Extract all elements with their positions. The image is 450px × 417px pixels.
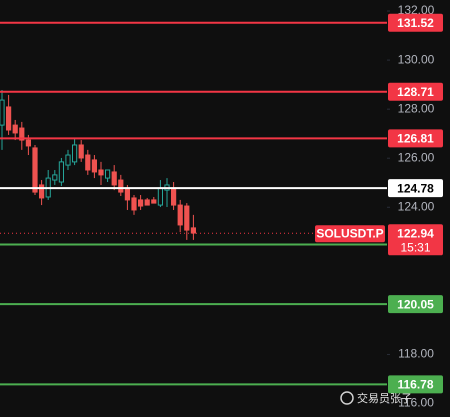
y-tick-label: 132.00 <box>398 3 435 17</box>
candle-body <box>105 169 111 179</box>
candle-body <box>98 169 104 176</box>
candle-body <box>151 199 157 204</box>
price-label-box <box>388 129 443 148</box>
watermark: 交易员张子 <box>357 391 412 405</box>
price-label: 131.52 <box>397 16 434 30</box>
price-label-box <box>388 13 443 32</box>
candle-body <box>19 127 25 141</box>
candle-body <box>138 199 144 207</box>
candle-body <box>85 154 91 171</box>
price-label: 128.71 <box>397 85 434 99</box>
candle-body <box>39 184 45 199</box>
candle-body <box>65 154 71 166</box>
price-label-box <box>388 82 443 101</box>
candle-body <box>32 147 38 193</box>
y-tick-label: 128.00 <box>398 101 435 115</box>
candle-body <box>111 171 117 186</box>
symbol-label: SOLUSDT.P <box>316 226 383 240</box>
last-price-label: 122.94 <box>397 226 434 240</box>
price-label: 126.81 <box>397 132 434 146</box>
price-label-box <box>388 295 443 314</box>
candle-body <box>72 144 78 163</box>
candle-body <box>52 174 58 181</box>
candle-body <box>177 204 183 226</box>
plot-area <box>0 21 387 386</box>
y-tick-label: 116.00 <box>398 396 434 410</box>
candle-body <box>78 144 84 159</box>
price-label-box <box>388 375 443 394</box>
price-label: 120.05 <box>397 297 434 311</box>
candle-body <box>6 106 12 131</box>
candle-body <box>12 124 18 134</box>
y-tick-label: 130.00 <box>398 52 435 66</box>
candle-body <box>124 187 131 201</box>
last-price-box <box>388 224 443 256</box>
candle-body <box>25 139 31 147</box>
price-label: 116.78 <box>397 378 433 392</box>
candle-body <box>0 99 5 126</box>
watermark-icon <box>340 391 354 405</box>
candle-body <box>91 159 98 173</box>
y-tick-label: 118.00 <box>398 347 434 361</box>
price-label-box <box>388 179 443 198</box>
symbol-box <box>315 225 385 243</box>
candle-body <box>144 199 150 206</box>
candle-body <box>184 205 190 231</box>
candle-body <box>118 179 124 193</box>
y-tick-label: 124.00 <box>398 199 435 213</box>
candle-body <box>131 197 137 211</box>
y-tick-label: 126.00 <box>398 150 435 164</box>
candle-body <box>171 187 177 206</box>
candle-body <box>58 161 64 183</box>
candle-body <box>157 187 164 206</box>
countdown-label: 15:31 <box>400 240 430 254</box>
overlay: 132.00 130.00 128.00 126.00 124.00 118.00 116.… <box>315 3 443 410</box>
price-label: 124.78 <box>397 181 434 195</box>
candle-body <box>190 227 197 234</box>
